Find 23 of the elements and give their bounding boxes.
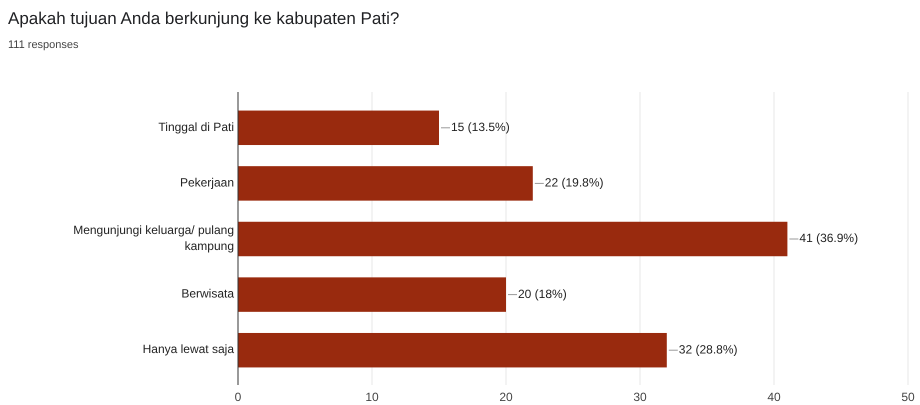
data-label: 20 (18%) (518, 286, 567, 301)
data-label: 15 (13.5%) (451, 120, 510, 134)
x-tick-label: 10 (365, 390, 379, 404)
bar (238, 166, 533, 201)
y-tick-label: Berwisata (181, 286, 234, 301)
bar (238, 222, 788, 256)
text: 111 responses (8, 39, 80, 51)
x-tick-label: 30 (633, 390, 647, 404)
y-tick-label: Hanya lewat saja (142, 342, 234, 356)
bar (238, 110, 439, 146)
x-tick-label: 40 (767, 390, 781, 404)
bar (238, 332, 667, 368)
x-tick-label: 0 (234, 390, 242, 404)
data-label: 41 (36.9%) (799, 231, 858, 246)
bar (238, 277, 506, 312)
y-tick-label: Pekerjaan (180, 176, 234, 190)
data-label: 22 (19.8%) (544, 176, 604, 190)
y-tick-label: Tinggal di Pati (158, 120, 234, 134)
y-tick-label: Mengunjungi keluarga/ pulang kampung (73, 223, 234, 254)
x-tick-label: 20 (499, 390, 513, 404)
data-label: 32 (28.8%) (678, 342, 738, 356)
x-tick-label: 50 (901, 390, 915, 404)
chart-title: Apakah tujuan Anda berkunjung ke kabupaten Pati? (8, 9, 400, 28)
